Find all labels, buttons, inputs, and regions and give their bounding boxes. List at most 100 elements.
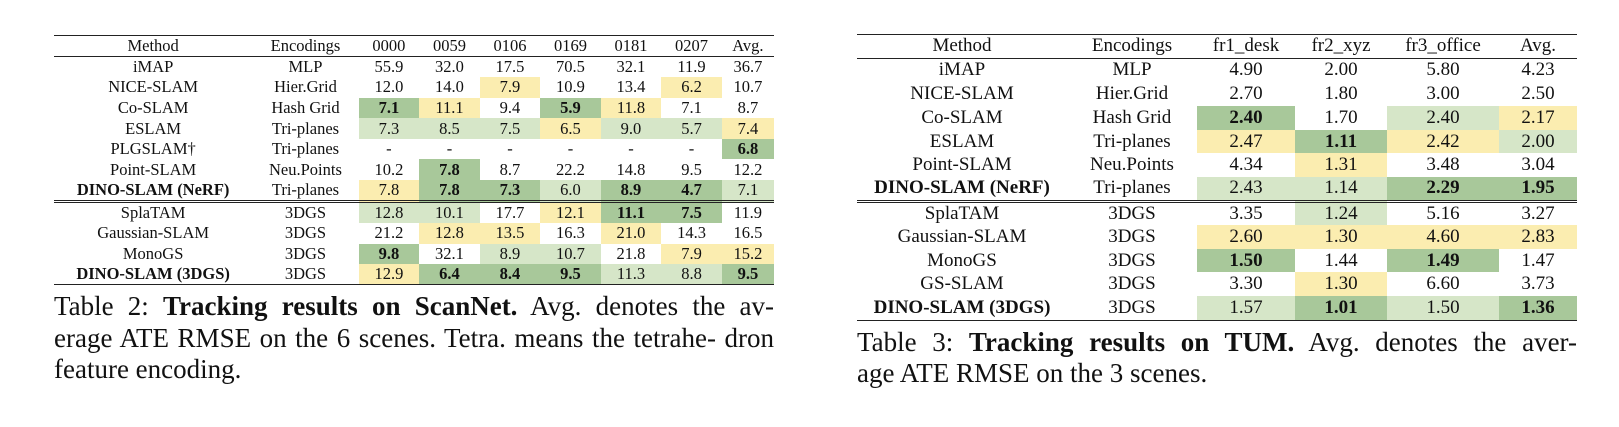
value-cell: 10.2 <box>374 159 404 179</box>
value-cell: 7.1 <box>358 97 420 119</box>
value-cell: 6.2 <box>661 77 722 98</box>
table-row: SplaTAM 3DGS 3.35 1.24 5.16 3.27 <box>857 201 1577 225</box>
table-2-caption-body: erage ATE RMSE on the 6 scenes. Tetra. m… <box>54 322 774 385</box>
value-cell: 21.2 <box>374 223 404 243</box>
value-cell: 1.95 <box>1499 177 1577 202</box>
value-cell: 1.49 <box>1387 248 1499 273</box>
table-3-block: Method Encodings fr1_desk fr2_xyz fr3_office… <box>857 0 1577 390</box>
value-cell: 8.8 <box>661 264 722 285</box>
value-cell: 22.2 <box>556 159 585 179</box>
encoding-cell: Tri-planes <box>271 139 340 159</box>
value-cell: 2.60 <box>1197 224 1295 249</box>
method-cell: Point-SLAM <box>912 154 1012 176</box>
value-cell: 3.30 <box>1229 273 1263 295</box>
value-cell: 1.44 <box>1324 249 1358 271</box>
value-cell: 11.8 <box>600 97 662 119</box>
value-cell: 5.7 <box>661 118 722 139</box>
value-cell: 21.8 <box>616 243 646 263</box>
table-row: iMAP MLP 55.9 32.0 17.5 70.5 32.1 11.9 36.7 <box>54 57 774 78</box>
value-cell: 6.0 <box>540 180 601 202</box>
value-cell: 1.57 <box>1197 296 1295 321</box>
value-cell: 32.1 <box>616 57 646 77</box>
encoding-cell: 3DGS <box>1108 225 1156 247</box>
encoding-cell: 3DGS <box>1108 249 1156 271</box>
value-cell: 7.1 <box>681 97 702 117</box>
value-cell: 10.7 <box>540 243 601 265</box>
table-3-caption-body: age ATE RMSE on the 3 scenes. <box>857 358 1208 389</box>
encoding-cell: Neu.Points <box>269 159 342 179</box>
value-cell: 11.1 <box>419 97 480 119</box>
value-cell: 4.90 <box>1229 59 1263 81</box>
table-row: SplaTAM 3DGS 12.8 10.1 17.7 12.1 11.1 7.5 11.9 <box>54 201 774 224</box>
table2-header-cell: 0106 <box>493 36 527 55</box>
table2-header-cell: Avg. <box>732 36 764 55</box>
table-row: Point-SLAM Neu.Points 4.34 1.31 3.48 3.04 <box>857 153 1577 178</box>
encoding-cell: 3DGS <box>284 243 327 263</box>
method-cell: Point-SLAM <box>110 159 197 179</box>
table2-header-cell: 0169 <box>553 36 587 55</box>
value-cell: 55.9 <box>374 57 404 77</box>
table-row: Gaussian-SLAM 3DGS 21.2 12.8 13.5 16.3 21.0 14.… <box>54 223 774 244</box>
value-cell: 7.3 <box>358 118 420 139</box>
value-cell: 1.30 <box>1295 272 1387 297</box>
value-cell: 2.17 <box>1499 105 1577 130</box>
table-2-caption-line1: Avg. denotes the av- <box>517 291 774 322</box>
table-3: Method Encodings fr1_desk fr2_xyz fr3_office… <box>857 34 1577 321</box>
value-cell: 11.1 <box>600 201 662 224</box>
value-cell: 8.7 <box>499 159 521 179</box>
value-cell: 9.4 <box>499 97 521 117</box>
value-cell: 5.9 <box>540 97 601 119</box>
table2-header-cell: 0000 <box>372 36 406 55</box>
table2-header-cell: Method <box>127 36 179 55</box>
method-cell: Gaussian-SLAM <box>97 223 210 243</box>
table3-header-cell: Avg. <box>1519 35 1557 57</box>
value-cell: 1.24 <box>1295 201 1387 225</box>
method-cell: DINO-SLAM (NeRF) <box>874 177 1050 199</box>
method-cell: iMAP <box>938 59 986 81</box>
table-3-header-row: Method Encodings fr1_desk fr2_xyz fr3_office… <box>857 34 1577 59</box>
encoding-cell: 3DGS <box>284 223 327 243</box>
encoding-cell: 3DGS <box>1108 202 1156 224</box>
value-cell: 21.0 <box>600 223 662 244</box>
table-3-group-3dgs: SplaTAM 3DGS 3.35 1.24 5.16 3.27 Gaussian-SLAM… <box>857 201 1577 321</box>
table3-header-cell: fr2_xyz <box>1311 35 1371 57</box>
value-cell: 1.14 <box>1295 177 1387 202</box>
value-cell: 70.5 <box>556 57 585 77</box>
value-cell: 8.7 <box>737 97 759 117</box>
table-3-group-nerf: iMAP MLP 4.90 2.00 5.80 4.23 NICE-SLAM Hier.Gri… <box>857 58 1577 202</box>
value-cell: 4.60 <box>1387 224 1499 249</box>
value-cell: 2.40 <box>1197 105 1295 130</box>
value-cell: 1.50 <box>1197 248 1295 273</box>
method-cell: Co-SLAM <box>117 97 189 117</box>
encoding-cell: 3DGS <box>1108 296 1156 318</box>
table-2-caption: Table 2: Tracking results on ScanNet. Av… <box>54 291 774 386</box>
table2-header-cell: 0207 <box>675 36 708 55</box>
method-cell: SplaTAM <box>924 202 1000 224</box>
encoding-cell: Hier.Grid <box>274 77 337 97</box>
value-cell: 4.23 <box>1521 59 1555 81</box>
value-cell: 14.8 <box>616 159 646 179</box>
value-cell: 7.5 <box>661 201 722 224</box>
method-cell: NICE-SLAM <box>910 82 1014 104</box>
value-cell: - <box>386 139 392 159</box>
value-cell: 1.70 <box>1324 106 1358 128</box>
value-cell: 13.4 <box>616 77 646 97</box>
table-row: MonoGS 3DGS 9.8 32.1 8.9 10.7 21.8 7.9 15.2 <box>54 243 774 265</box>
method-cell: MonoGS <box>927 249 997 271</box>
value-cell: 1.47 <box>1521 249 1555 271</box>
encoding-cell: Tri-planes <box>271 180 340 200</box>
value-cell: 7.8 <box>358 180 420 202</box>
value-cell: 2.29 <box>1387 177 1499 202</box>
table-row: iMAP MLP 4.90 2.00 5.80 4.23 <box>857 58 1577 82</box>
encoding-cell: Hier.Grid <box>1095 82 1169 104</box>
value-cell: 10.1 <box>419 201 480 224</box>
method-cell: PLGSLAM† <box>110 139 196 159</box>
value-cell: 1.01 <box>1295 296 1387 321</box>
value-cell: 7.8 <box>419 180 480 202</box>
value-cell: 1.50 <box>1387 296 1499 321</box>
value-cell: 11.9 <box>733 203 763 223</box>
value-cell: 12.9 <box>358 264 420 285</box>
table-row: DINO-SLAM (NeRF) Tri-planes 7.8 7.8 7.3 6.0 8.… <box>54 180 774 202</box>
method-cell: iMAP <box>132 57 174 77</box>
encoding-cell: 3DGS <box>284 203 327 223</box>
